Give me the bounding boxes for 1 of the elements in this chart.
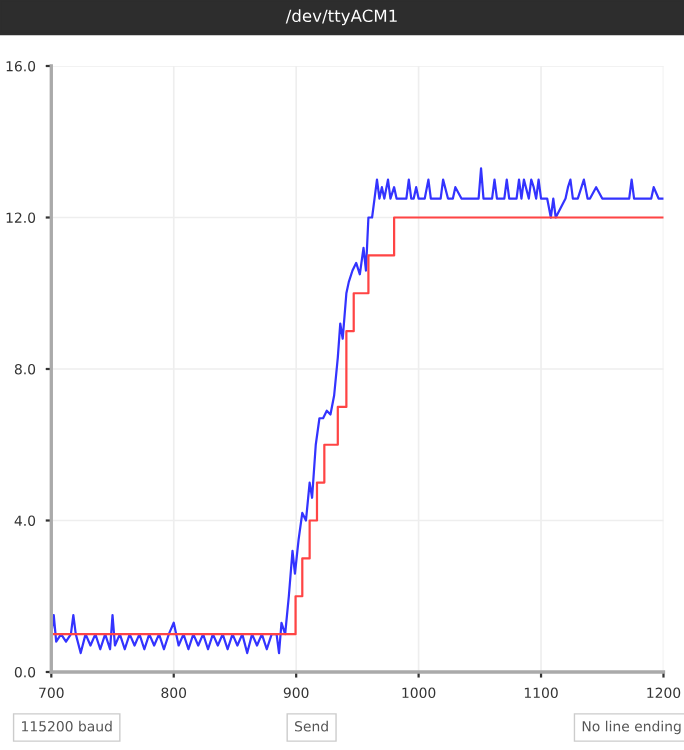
chart-title: /dev/ttyACM1	[285, 9, 397, 26]
